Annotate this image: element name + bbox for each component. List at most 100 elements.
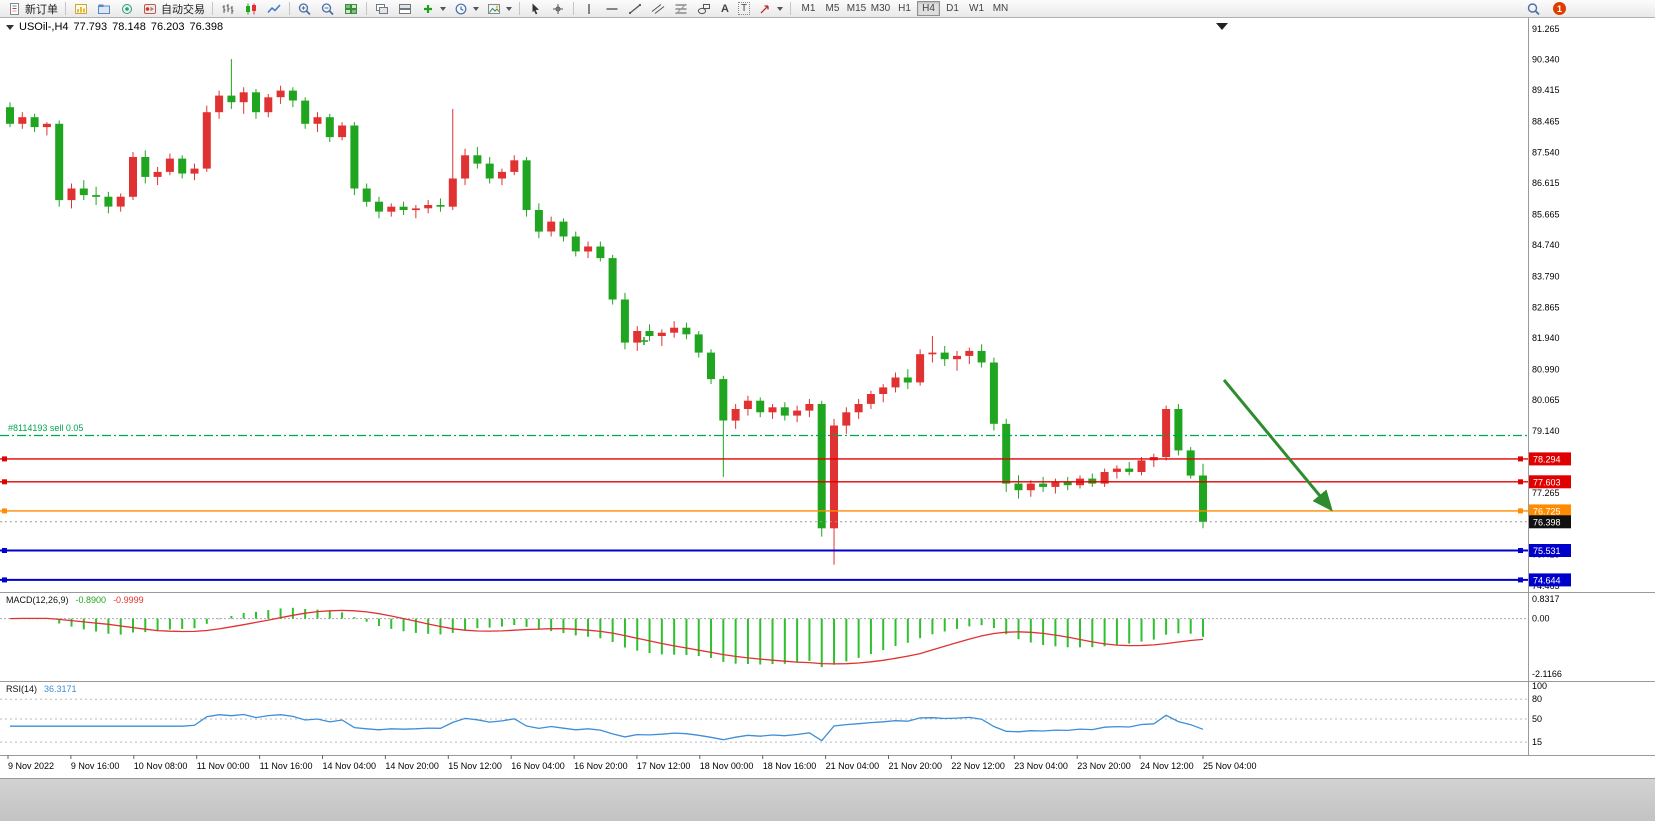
chart-canvas[interactable]: 91.265 90.340 89.415 88.465 87.540 86.615 85.6…	[0, 18, 1655, 778]
candle-body	[67, 188, 76, 201]
timeframe-mn-button[interactable]: MN	[989, 1, 1012, 16]
bar-chart-button[interactable]	[217, 1, 239, 17]
price-axis-label: 83.790	[1532, 272, 1560, 282]
macd-signal-line	[9, 609, 1204, 665]
cursor-button[interactable]	[524, 1, 546, 17]
label-button[interactable]: T	[735, 1, 753, 17]
timeframe-h1-button[interactable]: H1	[893, 1, 916, 16]
candle-body	[288, 90, 297, 101]
price-scale[interactable]	[1528, 18, 1655, 755]
timeframe-toolbar: M1 M5 M15 M30 H1 H4 D1 W1 MN	[797, 1, 1012, 16]
fibonacci-button[interactable]	[670, 1, 692, 17]
candle-body	[104, 196, 113, 207]
candlestick-chart-button[interactable]	[240, 1, 262, 17]
timeframe-h4-button[interactable]: H4	[917, 1, 940, 16]
candle-body	[682, 327, 691, 335]
price-axis-label: 81.940	[1532, 333, 1560, 343]
tile-windows-button[interactable]	[340, 1, 362, 17]
autotrade-button[interactable]: 自动交易	[139, 1, 208, 17]
candle-body	[55, 123, 64, 201]
hline-handle[interactable]	[1518, 508, 1523, 514]
timeframe-m30-button[interactable]: M30	[870, 3, 891, 14]
autotrade-icon	[144, 3, 156, 14]
toolbar-separator	[573, 2, 574, 15]
shapes-button[interactable]	[693, 1, 715, 17]
candle-body	[1039, 483, 1048, 487]
timeframe-w1-button[interactable]: W1	[965, 1, 988, 16]
candle-body	[953, 355, 961, 360]
hline-handle[interactable]	[1518, 479, 1523, 485]
vertical-line-button[interactable]	[578, 1, 600, 17]
rsi-axis-label: 15	[1532, 737, 1542, 747]
horizontal-line-icon	[606, 7, 618, 10]
time-axis-label: 17 Nov 12:00	[637, 761, 691, 771]
notification-badge[interactable]: 1	[1553, 2, 1566, 15]
timeframe-m5-button[interactable]: M5	[821, 1, 844, 16]
price-chart[interactable]: 91.265 90.340 89.415 88.465 87.540 86.615 85.6…	[0, 18, 1655, 778]
hline-handle[interactable]	[2, 508, 7, 514]
rsi-line	[10, 713, 1204, 742]
candle-body	[485, 163, 494, 179]
crosshair-button[interactable]	[547, 1, 569, 17]
timeframe-m1-button[interactable]: M1	[797, 1, 820, 16]
candle-body	[768, 407, 777, 413]
toolbar-right: 1	[1523, 1, 1566, 17]
timeframe-d1-button[interactable]: D1	[941, 1, 964, 16]
time-axis-label: 22 Nov 12:00	[951, 761, 1005, 771]
time-axis-label: 24 Nov 12:00	[1140, 761, 1194, 771]
zoom-in-button[interactable]	[294, 1, 316, 17]
price-axis-label: 88.465	[1532, 117, 1560, 127]
candle-body	[707, 352, 715, 380]
hline-handle[interactable]	[2, 577, 7, 583]
autotrade-label: 自动交易	[161, 3, 205, 16]
hline-handle[interactable]	[1518, 548, 1523, 553]
hline-handle[interactable]	[2, 548, 7, 553]
text-button[interactable]: A	[716, 1, 734, 17]
add-indicator-button[interactable]	[417, 1, 449, 17]
candle-body	[448, 178, 457, 207]
hline-handle[interactable]	[1518, 577, 1523, 583]
price-badge-label: 77.603	[1533, 477, 1561, 487]
zoom-out-button[interactable]	[317, 1, 339, 17]
candle-body	[793, 410, 802, 416]
arrows-button[interactable]	[754, 1, 786, 17]
template-icon	[488, 3, 500, 14]
candle-body	[92, 195, 101, 197]
time-scale[interactable]	[0, 755, 1655, 778]
time-axis-label: 14 Nov 20:00	[385, 761, 439, 771]
price-badge	[1529, 515, 1571, 529]
candle-body	[436, 205, 445, 207]
candle-body	[891, 377, 900, 388]
templates-button[interactable]	[483, 1, 515, 17]
rsi-axis-label: 100	[1532, 681, 1547, 691]
channel-button[interactable]	[647, 1, 669, 17]
profiles-button[interactable]	[93, 1, 115, 17]
symbol-name: USOil-,H4	[19, 21, 69, 33]
candle-body	[1112, 468, 1121, 472]
cascade-windows-button[interactable]	[371, 1, 393, 17]
periods-button[interactable]	[450, 1, 482, 17]
chart-shift-icon[interactable]	[1216, 23, 1228, 30]
one-click-trading-icon[interactable]	[6, 24, 14, 30]
time-axis-label: 15 Nov 12:00	[448, 761, 502, 771]
search-button[interactable]	[1523, 1, 1545, 17]
line-chart-button[interactable]	[263, 1, 285, 17]
candle-body	[928, 352, 937, 355]
timeframe-m15-button[interactable]: M15	[846, 3, 867, 14]
new-chart-button[interactable]	[70, 1, 92, 17]
trendline-button[interactable]	[624, 1, 646, 17]
new-order-button[interactable]: 新订单	[3, 1, 61, 17]
hline-handle[interactable]	[2, 479, 7, 485]
candle-body	[153, 171, 162, 177]
alerts-button[interactable]	[116, 1, 138, 17]
trend-arrow-annotation[interactable]	[1222, 379, 1333, 512]
hline-handle[interactable]	[2, 456, 7, 462]
horizontal-line-button[interactable]	[601, 1, 623, 17]
time-axis-label: 9 Nov 2022	[8, 761, 54, 771]
ohlc-high: 78.148	[112, 21, 146, 33]
candle-body	[165, 158, 174, 172]
tile-horizontal-button[interactable]	[394, 1, 416, 17]
profiles-icon	[98, 4, 110, 14]
hline-handle[interactable]	[1518, 456, 1523, 462]
ohlc-low: 76.203	[150, 21, 185, 33]
